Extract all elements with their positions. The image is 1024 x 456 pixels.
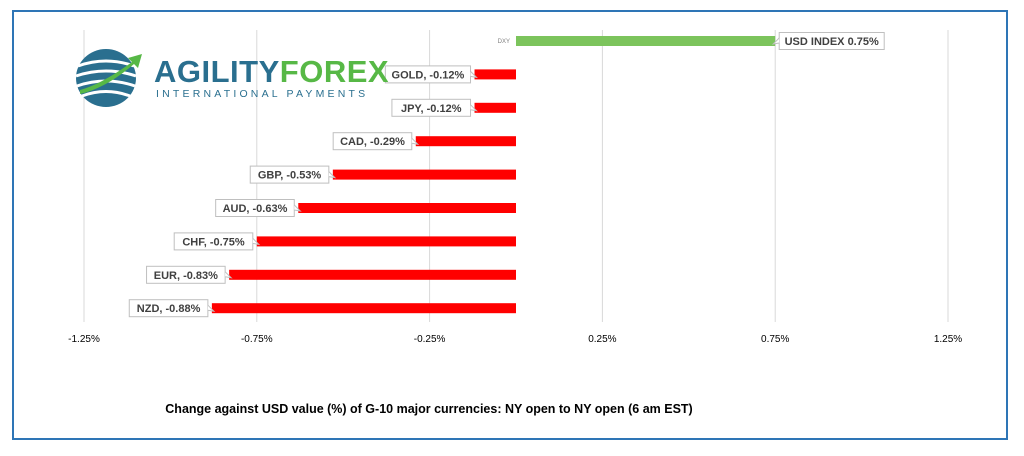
bar xyxy=(474,102,516,113)
data-label: AUD, -0.63% xyxy=(223,203,288,215)
x-tick-label: -0.25% xyxy=(414,334,446,345)
x-tick-label: -1.25% xyxy=(68,334,100,345)
data-label: GBP, -0.53% xyxy=(258,170,322,182)
data-label: CAD, -0.29% xyxy=(340,136,405,148)
data-label: CHF, -0.75% xyxy=(182,236,245,248)
data-label-pointer xyxy=(207,304,216,312)
x-tick-label: -0.75% xyxy=(241,334,273,345)
data-label: JPY, -0.12% xyxy=(401,103,462,115)
chart-frame xyxy=(12,10,1008,440)
bar xyxy=(474,69,516,80)
bar xyxy=(415,136,516,147)
bar xyxy=(256,236,516,247)
bar xyxy=(229,269,517,280)
globe-logo-icon xyxy=(75,49,142,107)
data-label-pointer xyxy=(252,238,261,246)
logo-wordmark: AGILITYFOREX xyxy=(154,54,390,89)
logo-tagline: INTERNATIONAL PAYMENTS xyxy=(156,88,369,100)
chart-caption: Change against USD value (%) of G-10 maj… xyxy=(165,402,693,416)
data-label-pointer xyxy=(293,204,302,212)
bar xyxy=(298,203,516,213)
data-label: NZD, -0.88% xyxy=(137,303,201,315)
data-label-pointer xyxy=(470,71,478,79)
data-label-pointer xyxy=(328,171,337,179)
x-tick-label: 0.25% xyxy=(588,334,616,345)
bar xyxy=(211,303,516,314)
agility-forex-logo: AGILITYFOREX INTERNATIONAL PAYMENTS xyxy=(72,44,389,110)
data-label-pointer xyxy=(224,271,233,279)
x-tick-label: 1.25% xyxy=(934,334,962,345)
data-label-pointer xyxy=(411,137,420,145)
data-label-pointer xyxy=(771,37,780,45)
bar xyxy=(516,36,776,46)
category-label: DXY xyxy=(498,39,510,45)
data-label-box xyxy=(173,232,254,251)
bar xyxy=(332,169,516,180)
data-label: EUR, -0.83% xyxy=(154,270,218,282)
data-label: GOLD, -0.12% xyxy=(392,69,465,81)
x-tick-label: 0.75% xyxy=(761,334,789,345)
data-label: USD INDEX 0.75% xyxy=(785,36,879,48)
data-label-pointer xyxy=(470,104,478,112)
